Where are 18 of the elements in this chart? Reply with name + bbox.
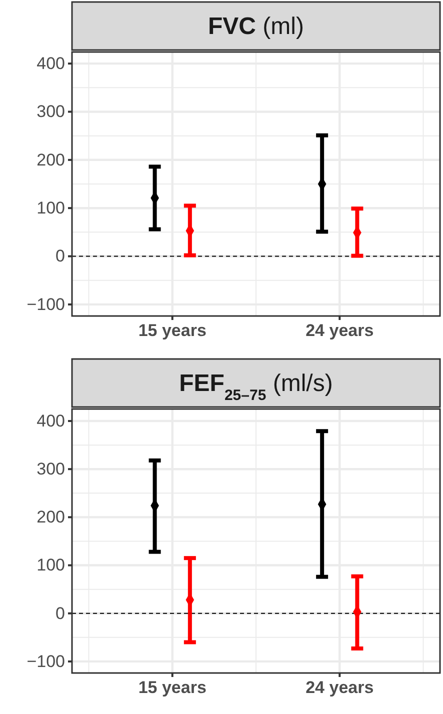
- chart-title: FVC (ml): [208, 13, 304, 40]
- chart-title: FEF$_{25–75}$ (ml/s): [179, 370, 333, 404]
- x-tick-label: 24 years: [306, 678, 374, 698]
- y-tick-label: 300: [36, 460, 65, 479]
- y-tick-label: −100: [26, 652, 65, 671]
- y-tick-label: −100: [26, 294, 65, 314]
- y-tick-label: 400: [36, 54, 65, 73]
- y-tick-label: 400: [36, 411, 65, 430]
- x-tick-label: 15 years: [138, 678, 206, 698]
- y-tick-label: 200: [36, 150, 65, 170]
- y-tick-label: 0: [56, 246, 65, 266]
- y-tick-label: 100: [36, 198, 65, 218]
- y-tick-label: 0: [56, 604, 65, 623]
- y-tick-label: 100: [36, 556, 65, 575]
- x-tick-label: 24 years: [306, 321, 374, 340]
- y-tick-label: 300: [36, 102, 65, 122]
- x-tick-label: 15 years: [138, 321, 206, 340]
- y-tick-label: 200: [36, 508, 65, 527]
